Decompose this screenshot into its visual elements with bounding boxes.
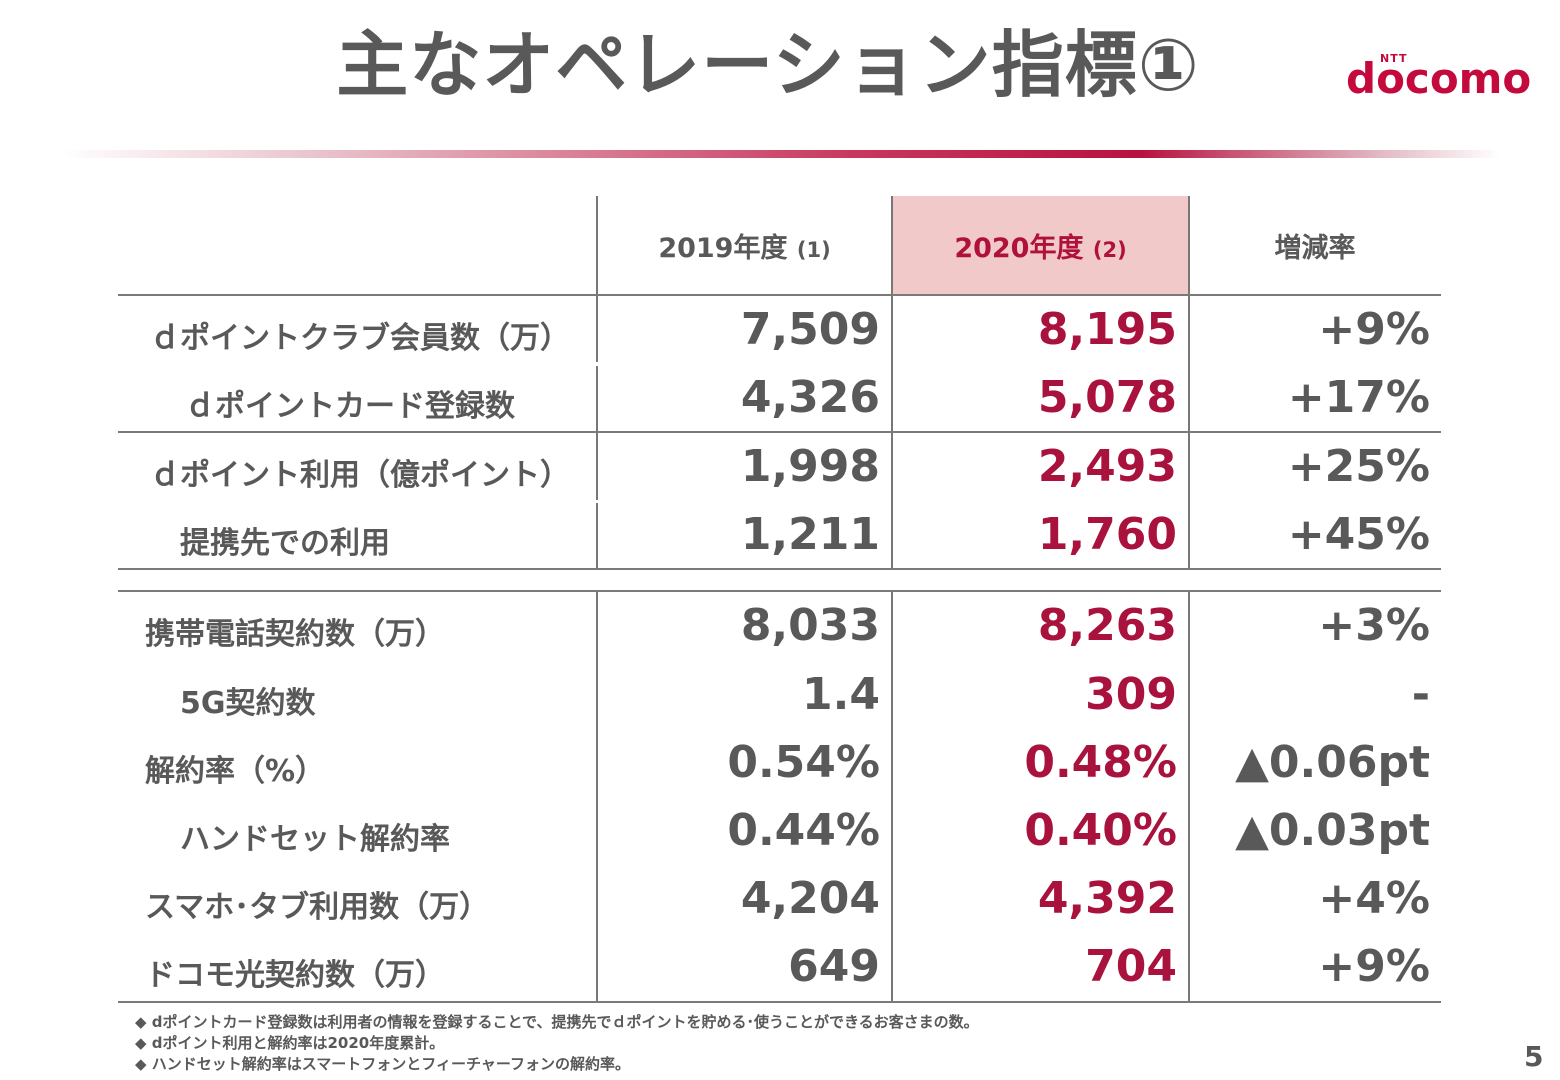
page-title: 主なオペレーション指標① xyxy=(336,23,1200,107)
header-fy2020-label: 2020年度 xyxy=(954,233,1084,264)
page-number: 5 xyxy=(1524,1040,1544,1073)
header-fy2019: 2019年度 (1) xyxy=(598,226,891,265)
value-fy2020: 309 xyxy=(1085,669,1177,720)
value-fy2020: 704 xyxy=(1085,941,1177,992)
docomo-logo: NTT docomo xyxy=(1342,52,1542,103)
row-label: スマホ･タブ利用数（万） xyxy=(145,890,490,925)
value-change: +4% xyxy=(1318,873,1430,924)
value-fy2019: 8,033 xyxy=(740,600,880,651)
row-label: 解約率（%） xyxy=(145,754,326,789)
value-fy2019: 4,326 xyxy=(740,372,880,423)
value-fy2019: 0.54% xyxy=(727,737,880,788)
value-change: ▲0.06pt xyxy=(1235,737,1430,788)
value-change: +17% xyxy=(1287,372,1430,423)
value-change: +9% xyxy=(1318,304,1430,355)
value-change: ▲0.03pt xyxy=(1235,805,1430,856)
column-divider xyxy=(596,366,598,500)
header-fy2019-label: 2019年度 xyxy=(658,233,788,264)
logo-wordmark: docomo xyxy=(1346,54,1532,103)
footnote: ◆ ハンドセット解約率はスマートフォンとフィーチャーフォンの解約率。 xyxy=(135,1055,630,1073)
row-label: ハンドセット解約率 xyxy=(180,822,450,857)
column-divider xyxy=(891,591,893,1002)
row-divider xyxy=(118,431,1441,433)
value-fy2019: 1.4 xyxy=(802,669,880,720)
value-fy2019: 1,211 xyxy=(740,509,880,560)
title-divider xyxy=(60,150,1500,158)
value-change: +9% xyxy=(1318,941,1430,992)
header-change: 増減率 xyxy=(1274,233,1356,264)
value-fy2020: 5,078 xyxy=(1037,372,1177,423)
fy2020-header-highlight xyxy=(893,196,1189,295)
value-fy2020: 0.48% xyxy=(1024,737,1177,788)
row-label: ドコモ光契約数（万） xyxy=(145,958,445,993)
value-fy2020: 2,493 xyxy=(1037,441,1177,492)
value-fy2019: 649 xyxy=(788,941,880,992)
header-fy2019-note: (1) xyxy=(796,238,831,262)
column-divider xyxy=(891,196,893,569)
row-divider xyxy=(118,1001,1441,1003)
value-change: +3% xyxy=(1318,600,1430,651)
value-fy2020: 4,392 xyxy=(1037,873,1177,924)
footnote: ◆ dポイントカード登録数は利用者の情報を登録することで、提携先でｄポイントを貯… xyxy=(135,1013,979,1031)
value-change: +45% xyxy=(1287,509,1430,560)
row-divider xyxy=(118,590,1441,592)
logo-ntt-text: NTT xyxy=(1380,52,1408,65)
value-fy2020: 1,760 xyxy=(1037,509,1177,560)
row-label: ｄポイントカード登録数 xyxy=(185,389,515,424)
footnotes: ◆ dポイントカード登録数は利用者の情報を登録することで、提携先でｄポイントを貯… xyxy=(135,1012,979,1075)
value-change: - xyxy=(1411,669,1430,720)
header-fy2020: 2020年度 (2) xyxy=(893,226,1188,265)
row-label: 携帯電話契約数（万） xyxy=(145,617,445,652)
row-divider xyxy=(118,568,1441,570)
value-fy2019: 7,509 xyxy=(740,304,880,355)
column-divider xyxy=(596,503,598,569)
value-change: +25% xyxy=(1287,441,1430,492)
footnote: ◆ dポイント利用と解約率は2020年度累計。 xyxy=(135,1034,445,1052)
header-fy2020-note: (2) xyxy=(1092,238,1127,262)
row-divider xyxy=(118,294,1441,296)
row-label: 5G契約数 xyxy=(180,686,316,721)
value-fy2020: 8,263 xyxy=(1037,600,1177,651)
row-label: 提携先での利用 xyxy=(180,526,390,561)
row-label: ｄポイントクラブ会員数（万） xyxy=(150,321,570,356)
value-fy2019: 1,998 xyxy=(740,441,880,492)
column-divider xyxy=(596,196,598,362)
column-divider xyxy=(1188,591,1190,1002)
column-divider xyxy=(596,591,598,1002)
column-divider xyxy=(1188,196,1190,569)
value-fy2020: 0.40% xyxy=(1024,805,1177,856)
row-label: ｄポイント利用（億ポイント） xyxy=(150,458,570,493)
value-fy2019: 4,204 xyxy=(740,873,880,924)
value-fy2019: 0.44% xyxy=(727,805,880,856)
value-fy2020: 8,195 xyxy=(1037,304,1177,355)
